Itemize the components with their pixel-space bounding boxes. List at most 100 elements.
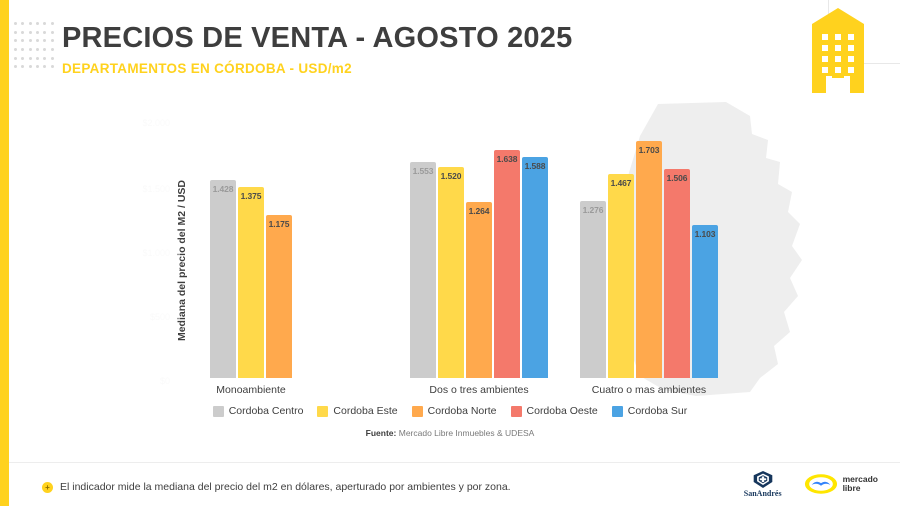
legend-item[interactable]: Cordoba Oeste <box>510 405 598 417</box>
x-axis-group-label: Monoambiente <box>216 384 286 396</box>
decorative-dot <box>43 30 47 34</box>
bar-wrapper: 1.264 <box>466 202 492 378</box>
bar-wrapper: 1.276 <box>580 200 606 378</box>
building-icon <box>812 8 864 93</box>
legend-swatch <box>611 405 623 417</box>
left-accent-bar <box>0 0 9 506</box>
decorative-dot <box>43 56 47 60</box>
decorative-dot <box>50 39 54 43</box>
bar-value-label: 1.103 <box>694 228 716 239</box>
decorative-dot <box>21 30 25 34</box>
decorative-dot <box>14 48 17 51</box>
chart-bar[interactable]: 1.703 <box>636 141 662 378</box>
chart-legend: Cordoba Centro Cordoba Este Cordoba Norte C… <box>0 405 900 417</box>
chart-bar[interactable]: 1.375 <box>238 186 264 378</box>
decorative-dot <box>43 48 47 51</box>
bar-wrapper: 1.638 <box>494 150 520 378</box>
decorative-dot <box>43 65 47 69</box>
decorative-dot <box>21 48 25 51</box>
decorative-dot <box>50 22 54 25</box>
decorative-dot <box>36 65 39 69</box>
legend-label: Cordoba Sur <box>627 405 688 417</box>
meli-line2: libre <box>842 483 861 493</box>
chart-bar[interactable]: 1.588 <box>522 157 548 378</box>
bar-wrapper: 1.375 <box>238 186 264 378</box>
header: PRECIOS DE VENTA - AGOSTO 2025 DEPARTAME… <box>62 22 572 76</box>
bar-value-label: 1.588 <box>524 161 546 172</box>
decorative-dot <box>21 65 25 69</box>
bar-wrapper: 1.467 <box>608 174 634 378</box>
plus-bullet-icon: + <box>42 481 53 493</box>
decorative-dot <box>14 56 17 60</box>
chart-bar[interactable]: 1.467 <box>608 174 634 378</box>
footnote-text: El indicador mide la mediana del precio … <box>60 481 511 493</box>
legend-item[interactable]: Cordoba Norte <box>411 405 497 417</box>
mercado-libre-logo: mercado libre <box>804 473 878 495</box>
decorative-dot <box>43 39 47 43</box>
bar-value-label: 1.428 <box>212 183 234 194</box>
bar-wrapper: 1.520 <box>438 166 464 378</box>
legend-label: Cordoba Centro <box>228 405 304 417</box>
legend-label: Cordoba Este <box>333 405 398 417</box>
bar-wrapper: 1.103 <box>692 224 718 378</box>
source-note: Fuente: Mercado Libre Inmuebles & UDESA <box>0 428 900 438</box>
chart-bar[interactable]: 1.276 <box>580 200 606 378</box>
footer-logos: SanAndrés mercado libre <box>744 470 878 498</box>
legend-item[interactable]: Cordoba Centro <box>212 405 304 417</box>
bar-group: 1.428 1.375 1.175 <box>210 100 292 378</box>
decorative-dot <box>28 48 32 51</box>
page-subtitle: DEPARTAMENTOS EN CÓRDOBA - USD/m2 <box>62 61 352 76</box>
bar-group: 1.553 1.520 1.264 1.638 1.588 <box>410 100 548 378</box>
legend-item[interactable]: Cordoba Este <box>317 405 398 417</box>
legend-swatch <box>317 405 329 417</box>
chart-bar[interactable]: 1.638 <box>494 150 520 378</box>
plot-bars: 1.428 1.375 1.175 Monoambiente 1.553 1.520 1.2… <box>198 100 758 396</box>
bar-value-label: 1.520 <box>440 170 462 181</box>
bar-group: 1.276 1.467 1.703 1.506 1.103 <box>580 100 718 378</box>
bar-value-label: 1.467 <box>610 178 632 189</box>
bar-value-label: 1.553 <box>412 166 434 177</box>
decorative-dot <box>21 39 25 43</box>
chart-bar[interactable]: 1.520 <box>438 166 464 378</box>
decorative-dot <box>50 48 54 51</box>
decorative-dot <box>14 22 17 25</box>
bar-wrapper: 1.506 <box>664 168 690 378</box>
chart-bar[interactable]: 1.553 <box>410 162 436 378</box>
decorative-dot <box>14 65 17 69</box>
chart-bar[interactable]: 1.506 <box>664 168 690 378</box>
bar-wrapper: 1.588 <box>522 157 548 378</box>
decorative-dot <box>21 22 25 25</box>
decorative-dot-grid <box>14 22 58 74</box>
mercado-libre-logo-text: mercado libre <box>843 475 878 493</box>
universidad-san-andres-logo: SanAndrés <box>744 470 782 498</box>
bar-value-label: 1.375 <box>240 190 262 201</box>
footer-divider <box>9 462 900 463</box>
bar-value-label: 1.175 <box>268 218 290 229</box>
bar-value-label: 1.506 <box>666 172 688 183</box>
decorative-dot <box>21 56 25 60</box>
decorative-dot <box>28 56 32 60</box>
decorative-dot <box>50 65 54 69</box>
chart-area: Mediana del precio del M2 / USD $2.000 $… <box>0 100 900 448</box>
footnote: + El indicador mide la mediana del preci… <box>42 481 511 493</box>
y-tick-label: $500 <box>149 312 170 322</box>
decorative-dot <box>14 39 17 43</box>
decorative-dot <box>28 30 32 34</box>
y-tick-label: $1.500 <box>142 184 170 194</box>
bar-wrapper: 1.553 <box>410 162 436 378</box>
chart-bar[interactable]: 1.175 <box>266 214 292 378</box>
decorative-dot <box>36 56 39 60</box>
chart-bar[interactable]: 1.103 <box>692 224 718 378</box>
bar-wrapper: 1.428 <box>210 179 236 378</box>
decorative-dot <box>28 22 32 25</box>
y-tick-label: $0 <box>159 376 170 386</box>
decorative-dot <box>36 22 39 25</box>
bar-value-label: 1.276 <box>582 204 604 215</box>
y-tick-label: $1.000 <box>142 248 170 258</box>
legend-swatch <box>510 405 522 417</box>
chart-bar[interactable]: 1.428 <box>210 179 236 378</box>
y-axis-title: Mediana del precio del M2 / USD <box>176 180 188 342</box>
chart-bar[interactable]: 1.264 <box>466 202 492 378</box>
legend-item[interactable]: Cordoba Sur <box>611 405 688 417</box>
bar-value-label: 1.264 <box>468 206 490 217</box>
